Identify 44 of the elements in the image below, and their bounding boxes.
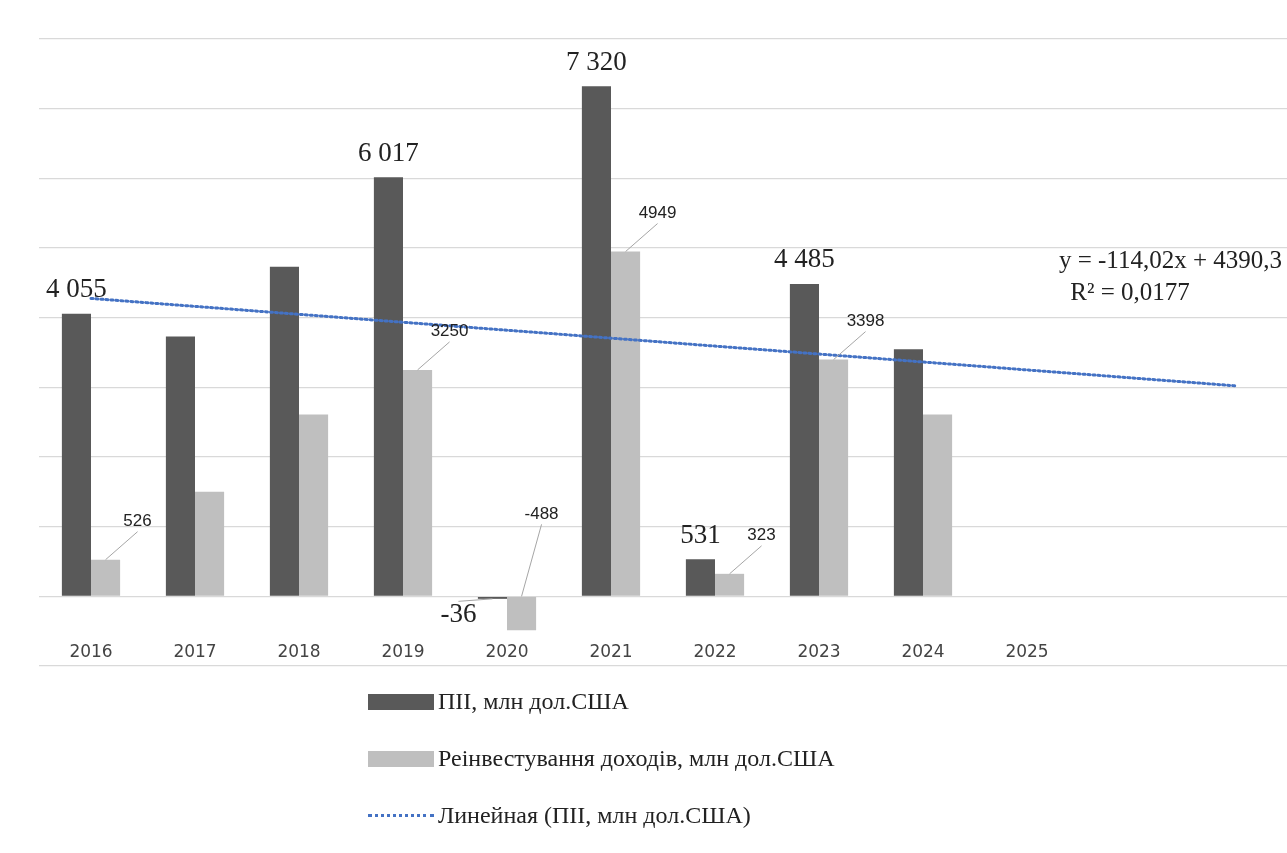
data-label: -488	[524, 503, 559, 523]
bar	[789, 283, 819, 596]
x-tick-label: 2019	[381, 640, 425, 661]
bar	[923, 414, 953, 596]
bar	[611, 251, 641, 596]
bar	[507, 596, 537, 631]
x-tick-label: 2016	[69, 640, 113, 661]
data-label: 4 055	[46, 273, 107, 304]
bar	[403, 369, 433, 596]
data-label: 526	[123, 510, 152, 530]
bar	[165, 336, 195, 596]
x-tick-label: 2025	[1005, 640, 1049, 661]
x-tick-label: 2018	[277, 640, 321, 661]
data-label: 531	[680, 518, 721, 549]
annotation: R² = 0,0177	[1070, 278, 1190, 305]
bar	[893, 349, 923, 596]
x-tick-label: 2017	[173, 640, 217, 661]
data-label: 7 320	[566, 45, 627, 76]
x-tick-label: 2024	[901, 640, 945, 661]
x-tick-label: 2023	[797, 640, 841, 661]
data-label: 3250	[430, 321, 469, 341]
bar	[91, 559, 121, 596]
bar	[61, 313, 91, 596]
legend-label: Реінвестування доходів, млн дол.США	[438, 745, 835, 772]
bar	[715, 573, 745, 596]
x-tick-label: 2021	[589, 640, 633, 661]
bar	[581, 86, 611, 596]
data-label: 6 017	[358, 136, 419, 167]
x-tick-label: 2022	[693, 640, 737, 661]
bar	[685, 559, 715, 596]
data-label: 4949	[638, 202, 677, 222]
bar	[299, 414, 329, 596]
bar	[819, 359, 849, 596]
x-tick-label: 2020	[485, 640, 529, 661]
data-label: 4 485	[774, 243, 835, 274]
bar	[269, 266, 299, 596]
bar	[195, 491, 225, 596]
bar	[373, 177, 403, 596]
legend-label: Линейная (ПІІ, млн дол.США)	[438, 802, 751, 829]
data-label: 3398	[846, 310, 885, 330]
annotation: y = -114,02x + 4390,3	[1058, 246, 1282, 273]
data-label: -36	[440, 597, 477, 628]
data-label: 323	[747, 525, 776, 545]
legend-label: ПІІ, млн дол.США	[438, 688, 629, 715]
